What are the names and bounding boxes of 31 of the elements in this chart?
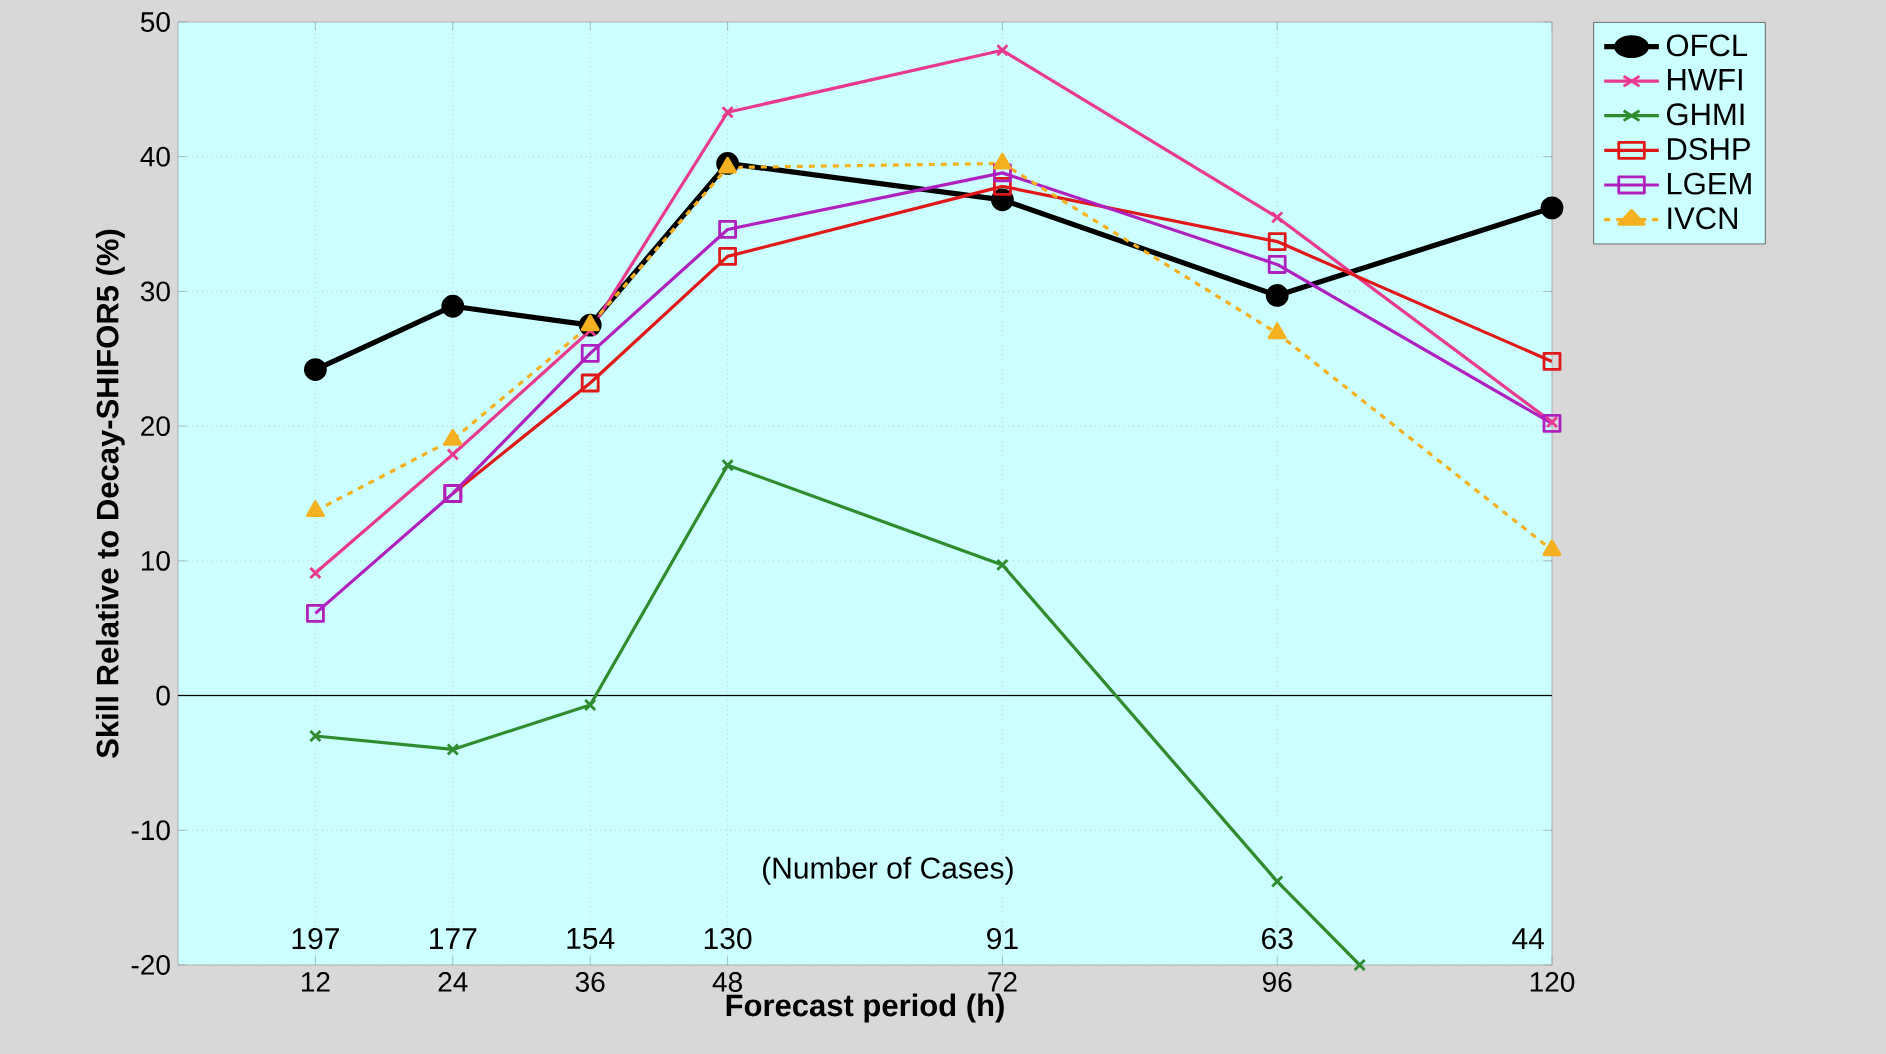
annotation: 44 xyxy=(1512,928,1545,949)
x-tick-label: 72 xyxy=(988,972,1017,992)
y-tick-label: 30 xyxy=(140,281,170,302)
annotation: 197 xyxy=(292,927,339,950)
y-tick-label: 0 xyxy=(156,685,170,706)
y-tick-label: 50 xyxy=(140,12,170,32)
legend-label: GHMI xyxy=(1667,103,1744,126)
y-axis-title: Skill Relative to Decay-SHIFOR5 (%) xyxy=(95,229,125,758)
annotation: 91 xyxy=(987,927,1018,950)
annotation: (Number of Cases) xyxy=(763,856,1013,885)
legend-label: IVCN xyxy=(1668,207,1737,230)
x-tick-label: 96 xyxy=(1262,972,1292,992)
annotation: 130 xyxy=(704,927,752,950)
x-tick-label: 48 xyxy=(712,972,742,992)
x-axis-title: Forecast period (h) xyxy=(726,993,1004,1023)
x-tick-label: 36 xyxy=(575,972,605,992)
y-tick-label: -20 xyxy=(131,955,170,975)
legend-label: LGEM xyxy=(1667,172,1751,195)
legend-label: HWFI xyxy=(1667,69,1742,91)
x-tick-label: 120 xyxy=(1530,972,1575,992)
legend-label: OFCL xyxy=(1666,34,1748,57)
x-tick-label: 24 xyxy=(438,972,468,992)
annotation: 177 xyxy=(430,928,477,949)
y-tick-label: 20 xyxy=(141,416,170,437)
y-tick-label: 40 xyxy=(140,146,170,167)
x-tick-label: 12 xyxy=(301,972,330,992)
annotation: 63 xyxy=(1262,927,1293,950)
y-tick-label: 10 xyxy=(141,550,170,571)
annotation: 154 xyxy=(567,928,615,950)
y-tick-label: -10 xyxy=(131,820,170,841)
legend-label: DSHP xyxy=(1667,138,1750,160)
